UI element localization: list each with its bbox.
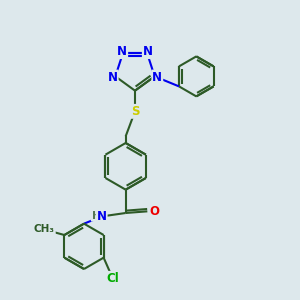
Text: N: N — [152, 70, 162, 84]
Text: Cl: Cl — [106, 272, 119, 285]
Text: N: N — [143, 45, 153, 58]
Text: S: S — [131, 105, 139, 118]
Text: N: N — [97, 210, 107, 223]
Text: CH₃: CH₃ — [34, 224, 55, 234]
Text: N: N — [117, 45, 127, 58]
Text: H: H — [92, 211, 101, 221]
Text: N: N — [108, 70, 118, 84]
Text: O: O — [150, 205, 160, 218]
